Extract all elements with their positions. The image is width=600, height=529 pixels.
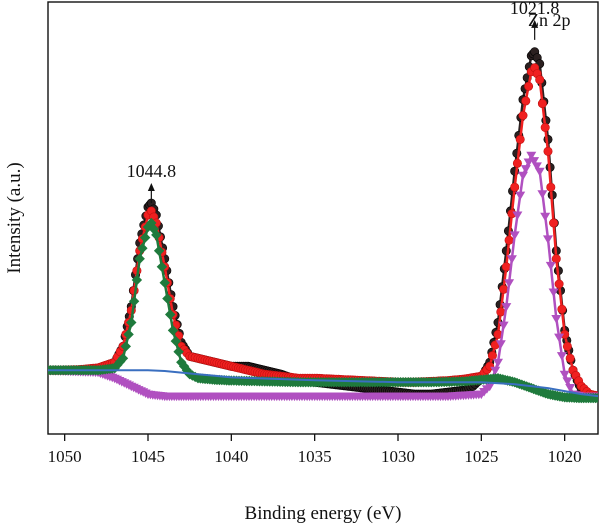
data-point	[159, 277, 170, 288]
y-axis-title: Intensity (a.u.)	[4, 162, 25, 273]
data-point	[498, 321, 509, 331]
data-point	[523, 158, 534, 167]
data-point	[137, 243, 148, 254]
data-point	[520, 165, 531, 174]
series-background	[48, 369, 598, 398]
data-point	[543, 235, 553, 244]
data-point	[545, 261, 556, 271]
data-point	[151, 229, 162, 241]
peak-annotation: 1044.8	[127, 161, 177, 204]
data-point	[495, 340, 506, 349]
data-point	[142, 221, 154, 233]
data-point	[515, 191, 526, 201]
background-line	[48, 369, 598, 398]
x-tick-label: 1030	[381, 447, 415, 466]
data-point	[167, 325, 179, 336]
data-point	[504, 279, 515, 288]
data-point	[535, 75, 545, 85]
data-point	[556, 352, 567, 361]
data-point	[509, 231, 520, 240]
data-point	[551, 254, 561, 264]
data-point	[543, 146, 553, 156]
data-point	[540, 123, 550, 133]
data-point	[493, 358, 503, 368]
data-point	[487, 351, 497, 361]
data-point	[531, 162, 542, 171]
x-axis-ticks: 1050 1045 1040 1035 1030 1025 1020	[48, 434, 582, 466]
data-point	[526, 151, 537, 161]
data-point	[515, 134, 525, 144]
data-point	[134, 253, 145, 264]
data-point	[499, 284, 509, 294]
annotation-label: 1021.8	[510, 0, 560, 18]
data-point	[131, 274, 143, 286]
series-layer	[48, 47, 598, 404]
data-point	[557, 304, 567, 314]
data-point	[510, 182, 520, 192]
data-point	[153, 245, 165, 256]
data-point	[518, 111, 528, 121]
data-point	[128, 296, 140, 307]
data-point	[173, 346, 184, 357]
data-point	[524, 81, 534, 91]
annotation-arrow-head	[531, 19, 539, 28]
peak-annotation: 1021.8	[510, 0, 560, 40]
data-point	[546, 182, 556, 192]
data-point	[506, 255, 517, 264]
plot-frame	[47, 1, 599, 435]
x-tick-label: 1025	[464, 447, 498, 466]
data-point	[156, 261, 168, 272]
data-point	[540, 212, 551, 222]
data-point	[140, 232, 151, 243]
panel-label: Zn 2p	[528, 10, 571, 30]
data-point	[117, 353, 129, 364]
data-point	[120, 341, 131, 352]
data-point	[501, 262, 511, 272]
data-point	[123, 329, 134, 340]
data-point	[549, 218, 559, 228]
x-tick-label: 1035	[298, 447, 332, 466]
x-tick-label: 1020	[548, 447, 582, 466]
data-point	[512, 211, 523, 220]
data-point	[501, 303, 512, 312]
annotation-layer: 1044.8 1021.8	[127, 0, 560, 204]
data-point	[554, 333, 565, 343]
x-tick-label: 1040	[214, 447, 248, 466]
x-axis-title: Binding energy (eV)	[245, 503, 402, 524]
data-point	[548, 288, 559, 297]
data-point	[496, 307, 506, 317]
annotation-arrow-head	[147, 183, 155, 192]
data-point	[529, 157, 540, 166]
data-point	[490, 366, 501, 376]
data-point	[512, 158, 522, 168]
data-point	[484, 382, 495, 392]
annotation-label: 1044.8	[127, 161, 177, 181]
data-point	[562, 377, 573, 386]
x-tick-label: 1050	[48, 447, 82, 466]
x-tick-label: 1045	[131, 447, 165, 466]
data-point	[537, 190, 548, 199]
data-point	[534, 167, 545, 177]
data-point	[170, 335, 181, 347]
data-point	[126, 317, 137, 328]
data-point	[537, 99, 547, 109]
data-point	[521, 96, 531, 106]
data-point	[518, 171, 528, 181]
data-point	[559, 370, 570, 380]
series-component-1021.8	[48, 151, 598, 402]
data-point	[565, 384, 576, 393]
data-point	[551, 315, 562, 324]
data-point	[504, 235, 514, 245]
data-point	[162, 293, 173, 304]
data-point	[115, 356, 126, 367]
data-point	[562, 341, 572, 351]
data-point	[554, 279, 564, 289]
data-point	[165, 309, 176, 320]
data-point	[565, 353, 575, 363]
